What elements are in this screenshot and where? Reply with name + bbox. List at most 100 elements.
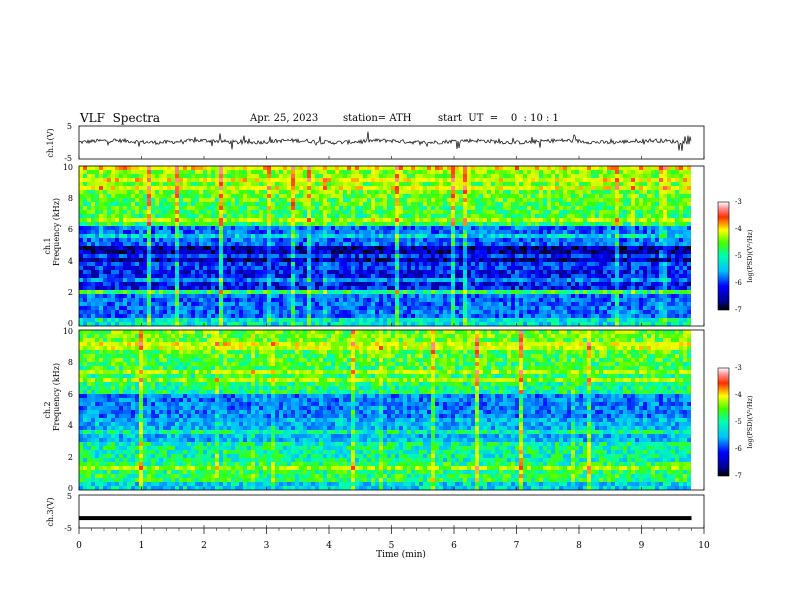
spec1-cell [607,286,611,290]
spec1-cell [231,282,235,286]
spec1-cell [463,270,467,274]
spec1-cell [423,198,427,202]
spec1-cell [639,286,643,290]
spec1-cell [371,250,375,254]
spec1-cell [575,190,579,194]
spec1-cell [335,206,339,210]
spec1-cell [95,210,99,214]
spec1-cell [447,238,451,242]
spec1-cell [231,222,235,226]
spec1-cell [119,190,123,194]
spec1-cell [443,290,447,294]
spec1-cell [131,214,135,218]
spec1-cell [379,222,383,226]
spec1-cell [91,214,95,218]
spec1-cell [279,230,283,234]
spec1-cell [571,230,575,234]
spec1-cell [619,230,623,234]
spec1-cell [583,170,587,174]
spec1-cell [607,282,611,286]
spec1-cell [671,182,675,186]
spec1-cell [683,250,687,254]
spec1-cell [259,198,263,202]
spec1-cell [135,174,139,178]
spec1-cell [647,186,651,190]
spec1-cell [659,274,663,278]
spec1-cell [667,186,671,190]
spec1-cell [387,238,391,242]
spec1-cell [151,190,155,194]
spec1-cell [251,254,255,258]
spec1-cell [415,178,419,182]
spec1-cell [547,222,551,226]
spec1-cell [203,286,207,290]
spec1-cell [675,290,679,294]
spec1-cell [123,254,127,258]
spec1-cell [155,218,159,222]
spec1-cell [643,246,647,250]
spec1-cell [623,282,627,286]
spec1-cell [123,246,127,250]
spec1-cell [231,270,235,274]
spec1-cell [243,270,247,274]
spec1-cell [271,282,275,286]
spec1-cell [579,198,583,202]
spec1-cell [643,198,647,202]
spec1-cell [403,218,407,222]
spec1-cell [447,230,451,234]
spec1-cell [503,266,507,270]
spec1-cell [467,210,471,214]
spec1-cell [495,286,499,290]
spec1-cell [327,198,331,202]
spec1-cell [223,170,227,174]
spec1-cell [383,166,387,170]
spec1-cell [423,266,427,270]
spec1-cell [487,218,491,222]
spec1-cell [251,214,255,218]
spec1-cell [555,286,559,290]
spec1-cell [187,194,191,198]
spec1-cell [267,234,271,238]
spec1-cell [267,218,271,222]
spec1-cell [507,166,511,170]
spec1-cell [295,210,299,214]
spec1-cell [315,166,319,170]
spec1-cell [575,242,579,246]
spec1-cell [175,166,179,170]
spec1-cell [183,202,187,206]
spec1-cell [259,226,263,230]
spec1-cell [211,222,215,226]
spec1-cell [299,282,303,286]
spec1-cell [367,202,371,206]
spec1-cell [295,166,299,170]
spec1-cell [435,182,439,186]
spec1-cell [635,182,639,186]
spec1-cell [243,166,247,170]
spec1-cell [339,230,343,234]
spec1-cell [447,210,451,214]
spec1-cell [511,282,515,286]
spec1-cell [471,274,475,278]
spec1-cell [151,178,155,182]
spec1-cell [563,194,567,198]
spec1-cell [195,190,199,194]
spec1-cell [243,266,247,270]
spec1-cell [395,290,399,294]
spec1-cell [627,210,631,214]
spec1-cell [135,278,139,282]
spec1-cell [431,222,435,226]
spec1-cell [515,178,519,182]
spec1-cell [351,166,355,170]
spec1-cell [115,282,119,286]
spec1-cell [659,290,663,294]
spec1-cell [443,174,447,178]
spec1-cell [663,274,667,278]
spec1-cell [163,250,167,254]
spec1-cell [195,238,199,242]
spec1-cell [679,190,683,194]
spec1-cell [311,258,315,262]
spec1-cell [475,258,479,262]
spec1-cell [119,226,123,230]
spec1-cell [607,258,611,262]
spec1-cell [259,186,263,190]
